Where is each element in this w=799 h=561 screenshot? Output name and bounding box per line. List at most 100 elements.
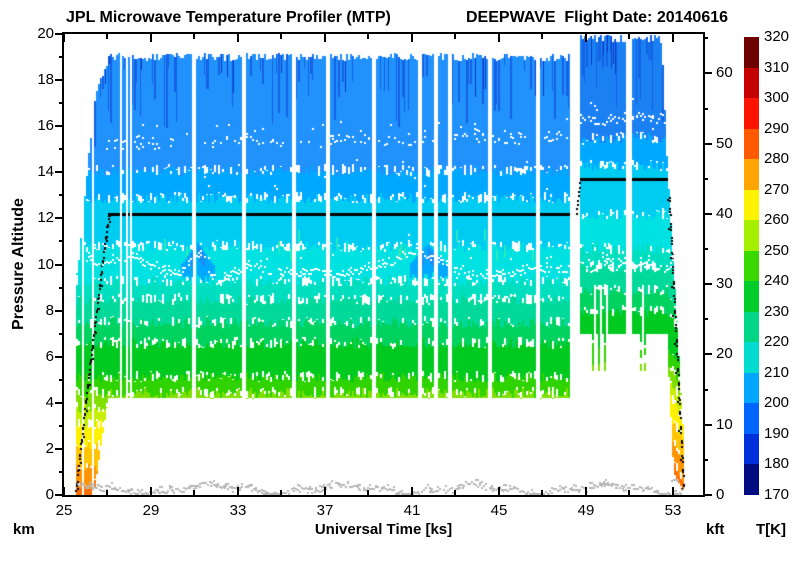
colorbar-segment xyxy=(744,281,759,312)
colorbar-unit-label: T[K] xyxy=(756,521,786,538)
y-tick-label: 6 xyxy=(45,348,54,365)
kft-minor-tick xyxy=(703,459,708,461)
y-tick-label: 12 xyxy=(37,209,54,226)
colorbar-tick-label: 230 xyxy=(764,302,790,320)
y-tick-label: 18 xyxy=(37,71,54,88)
colorbar-tick-label: 250 xyxy=(764,241,790,259)
x-minor-tick xyxy=(106,490,108,495)
x-axis-title: Universal Time [ks] xyxy=(314,521,453,538)
y-minor-tick xyxy=(59,333,64,335)
heatmap-canvas xyxy=(64,34,703,495)
colorbar-tick-label: 290 xyxy=(764,119,790,137)
kft-minor-tick xyxy=(703,389,708,391)
x-tick-label: 37 xyxy=(316,502,334,519)
x-minor-tick-top xyxy=(628,34,630,39)
x-tick xyxy=(237,487,239,495)
colorbar-segment xyxy=(744,342,759,373)
x-tick-label: 33 xyxy=(229,502,247,519)
x-minor-tick xyxy=(454,490,456,495)
colorbar-segment xyxy=(744,67,759,99)
x-tick-label: 45 xyxy=(490,502,508,519)
x-tick xyxy=(324,487,326,495)
y-tick xyxy=(55,494,64,496)
kft-tick-label: 10 xyxy=(716,416,733,433)
kft-minor-tick xyxy=(703,248,708,250)
flight-date-title: DEEPWAVE Flight Date: 20140616 xyxy=(466,9,729,26)
kft-tick xyxy=(703,283,712,285)
x-tick-label: 49 xyxy=(577,502,595,519)
colorbar-tick-label: 170 xyxy=(764,486,790,503)
y-minor-tick xyxy=(59,148,64,150)
y-minor-tick xyxy=(59,471,64,473)
x-tick-top xyxy=(411,34,413,42)
y-left-unit-label: km xyxy=(13,521,35,538)
x-tick-top xyxy=(63,34,65,42)
x-minor-tick xyxy=(367,490,369,495)
x-tick-top xyxy=(585,34,587,42)
colorbar-tick-label: 210 xyxy=(764,363,790,381)
x-minor-tick xyxy=(280,490,282,495)
y-tick-label: 8 xyxy=(45,302,54,319)
colorbar-segment xyxy=(744,311,759,343)
x-tick-top xyxy=(498,34,500,42)
colorbar-tick-label: 190 xyxy=(764,424,790,442)
colorbar-tick-label: 220 xyxy=(764,333,790,351)
y-tick xyxy=(55,264,64,266)
x-tick-label: 25 xyxy=(55,502,73,519)
colorbar-segment xyxy=(744,189,759,221)
colorbar-tick-label: 320 xyxy=(764,28,790,45)
colorbar-tick-label: 280 xyxy=(764,150,790,168)
x-tick-top xyxy=(150,34,152,42)
y-tick xyxy=(55,171,64,173)
colorbar-tick-label: 270 xyxy=(764,180,790,198)
x-minor-tick xyxy=(193,490,195,495)
x-tick xyxy=(672,487,674,495)
y-tick xyxy=(55,356,64,358)
colorbar-tick-label: 310 xyxy=(764,58,790,76)
kft-tick-label: 0 xyxy=(716,486,725,503)
colorbar-segment xyxy=(744,403,759,434)
y-tick xyxy=(55,125,64,127)
y-tick-label: 16 xyxy=(37,117,54,134)
kft-tick xyxy=(703,353,712,355)
x-tick xyxy=(63,487,65,495)
colorbar-segment xyxy=(744,159,759,190)
colorbar-tick-label: 300 xyxy=(764,89,790,107)
y-tick xyxy=(55,33,64,35)
kft-tick-label: 20 xyxy=(716,345,733,362)
colorbar-tick-label: 200 xyxy=(764,394,790,412)
colorbar-tick-label: 260 xyxy=(764,211,790,229)
x-minor-tick-top xyxy=(106,34,108,39)
kft-tick xyxy=(703,494,712,496)
y-minor-tick xyxy=(59,379,64,381)
kft-tick xyxy=(703,143,712,145)
x-minor-tick-top xyxy=(454,34,456,39)
x-tick-label: 53 xyxy=(664,502,682,519)
y-tick-label: 10 xyxy=(37,256,54,273)
x-tick xyxy=(498,487,500,495)
page-title: JPL Microwave Temperature Profiler (MTP) xyxy=(66,9,391,26)
y-minor-tick xyxy=(59,56,64,58)
y-tick xyxy=(55,217,64,219)
colorbar-segment xyxy=(744,128,759,160)
x-minor-tick xyxy=(541,490,543,495)
x-tick xyxy=(585,487,587,495)
y-tick xyxy=(55,402,64,404)
kft-minor-tick xyxy=(703,37,708,39)
kft-tick-label: 30 xyxy=(716,275,733,292)
kft-tick xyxy=(703,72,712,74)
kft-tick xyxy=(703,213,712,215)
colorbar-segment xyxy=(744,98,759,129)
kft-tick-label: 50 xyxy=(716,135,733,152)
y-minor-tick xyxy=(59,240,64,242)
kft-tick-label: 40 xyxy=(716,205,733,222)
colorbar-segment xyxy=(744,433,759,465)
colorbar-segment xyxy=(744,372,759,404)
y-minor-tick xyxy=(59,102,64,104)
colorbar-segment xyxy=(744,250,759,282)
x-tick xyxy=(411,487,413,495)
kft-minor-tick xyxy=(703,318,708,320)
kft-minor-tick xyxy=(703,178,708,180)
colorbar-tick-label: 240 xyxy=(764,272,790,290)
